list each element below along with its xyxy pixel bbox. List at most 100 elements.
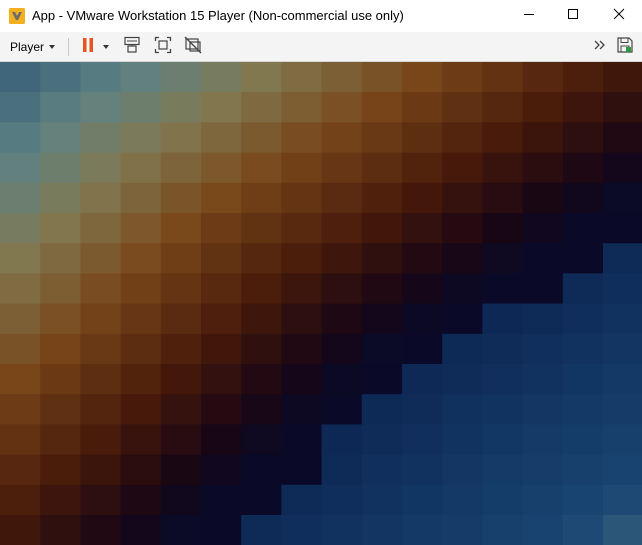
pause-button[interactable]: [76, 37, 114, 57]
heatmap-cell: [241, 152, 282, 184]
heatmap-cell: [40, 213, 81, 244]
title-bar: App - VMware Workstation 15 Player (Non-…: [0, 0, 642, 32]
heatmap-cell: [160, 484, 202, 516]
heatmap-cell: [321, 213, 363, 244]
heatmap-cell: [0, 273, 41, 305]
heatmap-cell: [562, 213, 604, 244]
heatmap-cell: [603, 243, 642, 274]
heatmap-cell: [361, 213, 403, 244]
heatmap-cell: [281, 182, 323, 214]
heatmap-cell: [241, 454, 282, 486]
heatmap-cell: [562, 303, 604, 335]
close-button[interactable]: [596, 0, 642, 32]
heatmap-cell: [321, 424, 363, 456]
heatmap-cell: [402, 424, 443, 456]
heatmap-cell: [321, 122, 363, 154]
heatmap-cell: [603, 394, 642, 425]
heatmap-cell: [120, 122, 162, 154]
heatmap-cell: [562, 333, 604, 365]
heatmap-cell: [160, 122, 202, 154]
heatmap-cell: [603, 484, 642, 516]
heatmap-cell: [603, 62, 642, 93]
heatmap-cell: [160, 454, 202, 486]
heatmap-cell: [361, 152, 403, 184]
heatmap-cell: [482, 92, 524, 123]
heatmap-cell: [522, 484, 564, 516]
send-ctrl-alt-del-button[interactable]: [122, 36, 142, 59]
heatmap-cell: [321, 515, 363, 545]
heatmap-cell: [241, 394, 282, 425]
heatmap-cell: [160, 424, 202, 456]
heatmap-cell: [0, 213, 41, 244]
vm-display[interactable]: [0, 62, 642, 545]
minimize-button[interactable]: [506, 0, 552, 32]
heatmap-cell: [402, 484, 443, 516]
heatmap-cell: [281, 62, 323, 93]
heatmap-cell: [201, 122, 242, 154]
heatmap-cell: [281, 303, 323, 335]
heatmap-cell: [201, 364, 242, 395]
player-menu-button[interactable]: Player: [6, 37, 59, 57]
minimize-icon: [523, 7, 535, 25]
heatmap-cell: [442, 243, 483, 274]
heatmap-cell: [0, 243, 41, 274]
save-button[interactable]: [614, 36, 636, 57]
heatmap-cell: [40, 122, 81, 154]
more-button[interactable]: [590, 37, 610, 57]
heatmap-cell: [402, 273, 443, 305]
heatmap-cell: [321, 484, 363, 516]
send-ctrl-alt-del-icon: [122, 36, 142, 59]
heatmap-cell: [603, 92, 642, 123]
heatmap-cell: [442, 273, 483, 305]
heatmap-cell: [562, 484, 604, 516]
heatmap-cell: [201, 182, 242, 214]
heatmap-cell: [241, 92, 282, 123]
heatmap-cell: [482, 394, 524, 425]
heatmap-cell: [402, 213, 443, 244]
heatmap-cell: [402, 62, 443, 93]
heatmap-cell: [0, 484, 41, 516]
heatmap-cell: [120, 213, 162, 244]
heatmap-cell: [0, 62, 41, 93]
heatmap-cell: [603, 152, 642, 184]
heatmap-cell: [120, 484, 162, 516]
heatmap-cell: [402, 152, 443, 184]
heatmap-cell: [321, 454, 363, 486]
heatmap-cell: [80, 62, 122, 93]
heatmap-cell: [160, 303, 202, 335]
heatmap-cell: [402, 92, 443, 123]
heatmap-cell: [0, 333, 41, 365]
heatmap-cell: [482, 152, 524, 184]
heatmap-cell: [562, 364, 604, 395]
heatmap-cell: [160, 273, 202, 305]
heatmap-cell: [201, 243, 242, 274]
chevron-down-icon[interactable]: [103, 45, 109, 49]
heatmap-cell: [482, 273, 524, 305]
heatmap-cell: [120, 303, 162, 335]
heatmap-cell: [80, 303, 122, 335]
heatmap-cell: [603, 424, 642, 456]
heatmap-cell: [442, 182, 483, 214]
heatmap-cell: [361, 182, 403, 214]
heatmap-cell: [442, 424, 483, 456]
heatmap-cell: [442, 152, 483, 184]
maximize-button[interactable]: [550, 0, 596, 32]
heatmap-cell: [562, 394, 604, 425]
unity-button[interactable]: [183, 36, 203, 57]
more-icon: [593, 38, 607, 56]
heatmap-cell: [281, 333, 323, 365]
fit-guest-button[interactable]: [153, 36, 173, 57]
heatmap-cell: [482, 62, 524, 93]
heatmap-cell: [40, 303, 81, 335]
heatmap-cell: [160, 364, 202, 395]
heatmap-cell: [40, 182, 81, 214]
heatmap-cell: [40, 394, 81, 425]
heatmap-cell: [361, 333, 403, 365]
heatmap-cell: [562, 152, 604, 184]
heatmap-cell: [321, 62, 363, 93]
vmware-icon[interactable]: [8, 7, 26, 25]
heatmap-cell: [241, 122, 282, 154]
heatmap-cell: [201, 213, 242, 244]
heatmap-cell: [40, 92, 81, 123]
heatmap-cell: [281, 484, 323, 516]
